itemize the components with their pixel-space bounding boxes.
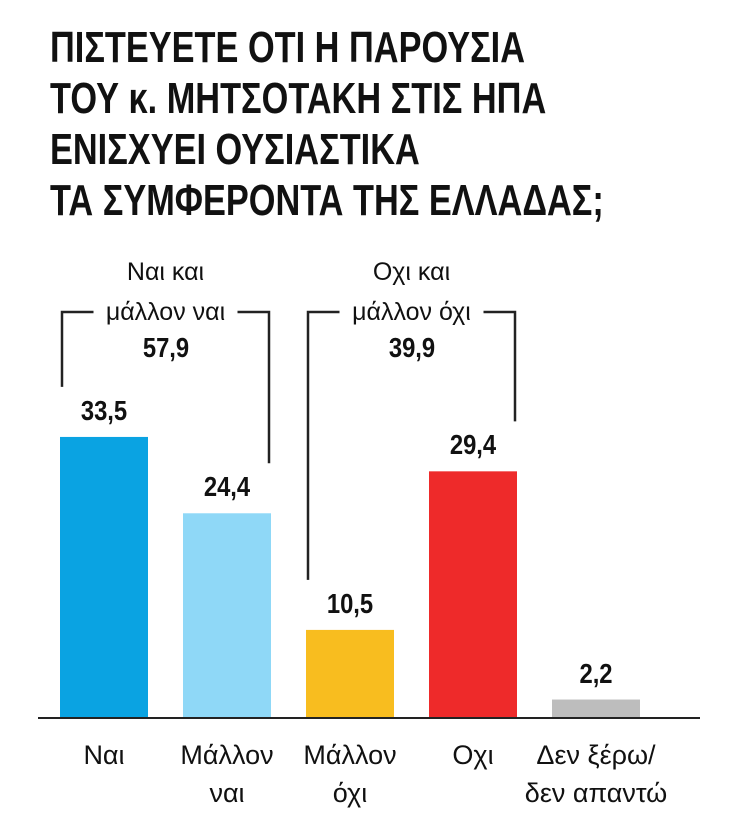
x-tick-label: Ναι xyxy=(83,740,125,770)
group-bracket xyxy=(306,310,517,580)
x-tick-label: Οχι xyxy=(452,740,494,770)
x-tick-label: Μάλλον όχι xyxy=(303,740,397,808)
value-label: 2,2 xyxy=(579,657,613,689)
value-label: 24,4 xyxy=(203,471,251,503)
group-bracket xyxy=(60,310,271,464)
chart-title: ΠΙΣΤΕΥΕΤΕ ΟΤΙ Η ΠΑΡΟΥΣΙΑ ΤΟΥ κ. ΜΗΤΣΟΤΑΚ… xyxy=(50,23,604,225)
bar xyxy=(306,629,394,718)
group-label: Ναι και μάλλον ναι xyxy=(105,258,226,326)
group-value-label: 57,9 xyxy=(142,332,189,363)
bar xyxy=(183,513,271,718)
bar xyxy=(429,471,517,718)
value-label: 10,5 xyxy=(326,587,374,619)
x-tick-label: Μάλλον ναι xyxy=(180,740,274,808)
x-tick-label: Δεν ξέρω/ δεν απαντώ xyxy=(524,740,668,808)
value-label: 29,4 xyxy=(449,429,497,461)
bar xyxy=(552,699,640,718)
value-label: 33,5 xyxy=(80,394,128,426)
bar xyxy=(60,436,148,718)
group-value-label: 39,9 xyxy=(388,332,435,363)
group-label: Οχι και μάλλον όχι xyxy=(352,258,471,326)
